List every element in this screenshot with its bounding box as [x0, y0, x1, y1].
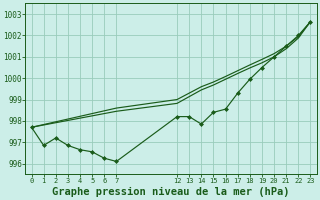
- X-axis label: Graphe pression niveau de la mer (hPa): Graphe pression niveau de la mer (hPa): [52, 186, 290, 197]
